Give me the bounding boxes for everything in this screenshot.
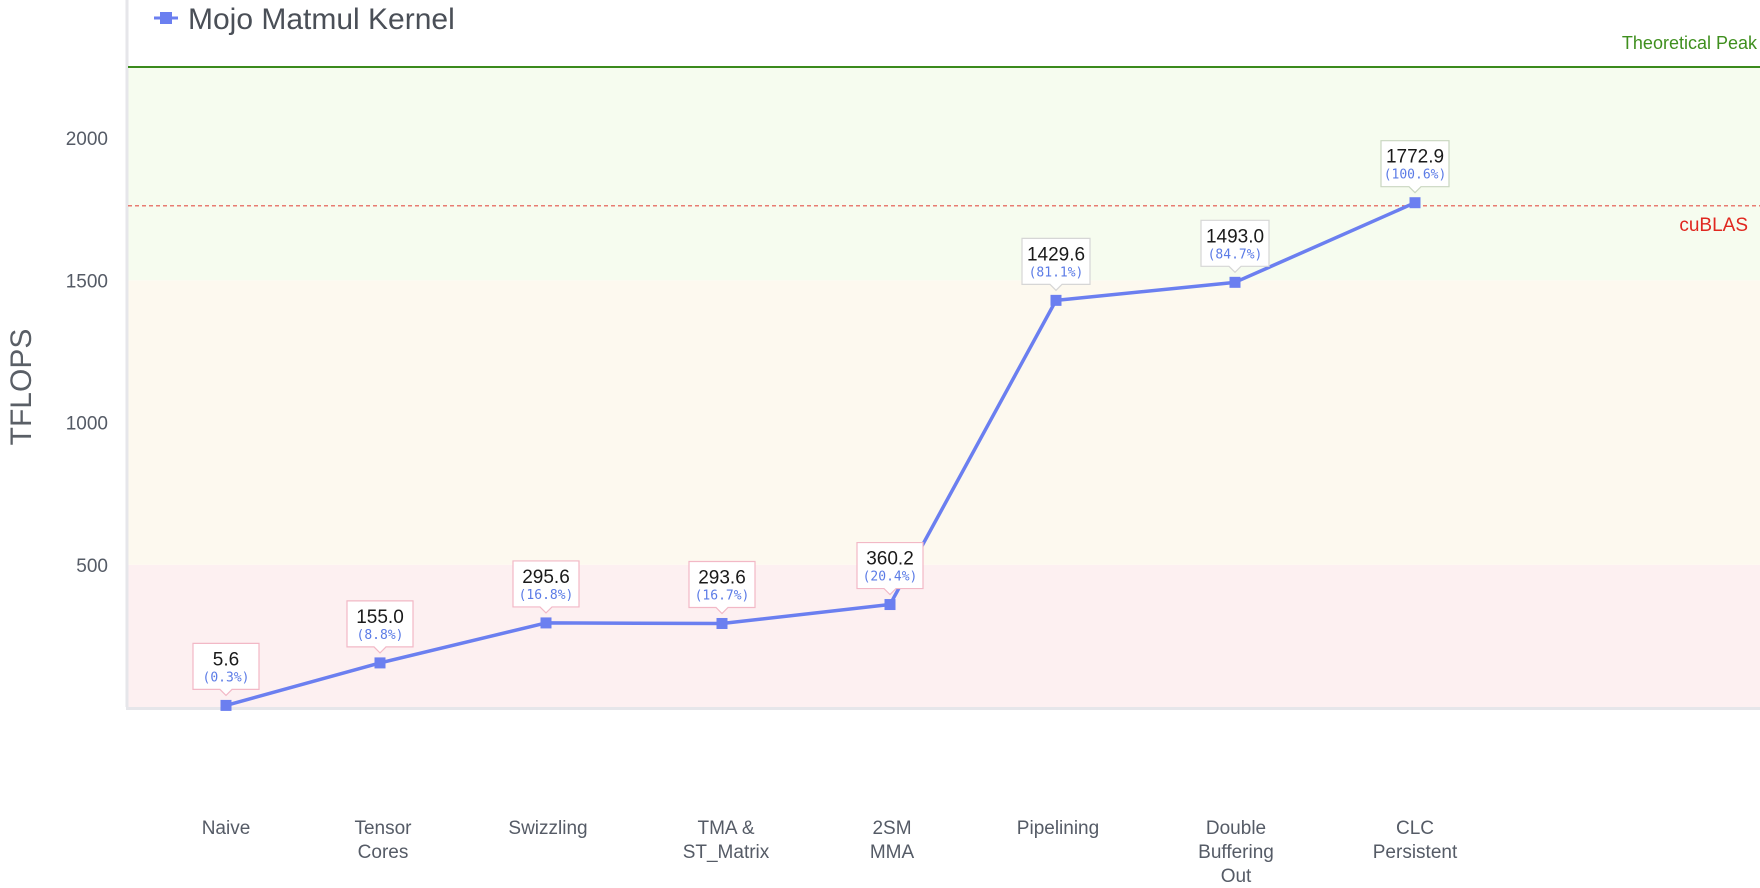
theoretical-peak-label: Theoretical Peak: [1622, 33, 1758, 53]
y-tick-label: 1500: [66, 271, 108, 292]
data-point: [220, 699, 232, 711]
legend-label: Mojo Matmul Kernel: [188, 3, 455, 36]
x-tick-label: TMA & ST_Matrix: [683, 818, 770, 863]
x-tick-label: Pipelining: [1017, 818, 1099, 839]
data-label: 155.0(8.8%): [346, 600, 414, 654]
x-tick-label: CLC Persistent: [1373, 818, 1458, 863]
data-label-value: 1772.9: [1386, 147, 1444, 168]
data-label: 295.6(16.8%): [512, 560, 580, 614]
data-point: [1409, 197, 1421, 209]
y-axis: TFLOPS 500 1000 1500 2000: [5, 129, 108, 577]
legend-square-marker: [160, 12, 172, 24]
x-tick-label: Naive: [202, 818, 251, 839]
data-label-percent: (16.8%): [519, 588, 574, 603]
data-label: 1493.0(84.7%): [1200, 219, 1270, 274]
data-label-value: 5.6: [213, 649, 239, 670]
y-axis-label: TFLOPS: [5, 329, 38, 446]
data-label-box: [1021, 237, 1091, 292]
data-point: [540, 617, 552, 629]
y-tick-label: 2000: [66, 129, 108, 150]
data-label-value: 155.0: [356, 607, 404, 628]
data-label-percent: (16.7%): [695, 588, 750, 603]
data-point: [1229, 276, 1241, 288]
y-tick-label: 500: [76, 556, 108, 577]
data-label-value: 1493.0: [1206, 226, 1264, 247]
series-line: [225, 201, 1416, 708]
data-label-box: [192, 642, 260, 697]
data-point: [1050, 294, 1062, 306]
performance-bands: [128, 67, 1760, 707]
data-label-value: 293.6: [698, 567, 746, 588]
y-tick-label: 1000: [66, 414, 108, 435]
legend: Mojo Matmul Kernel: [154, 3, 455, 36]
data-label-percent: (8.8%): [357, 628, 404, 643]
data-label-percent: (81.1%): [1029, 265, 1084, 280]
data-label-value: 1429.6: [1027, 244, 1085, 265]
data-label: 293.6(16.7%): [688, 560, 756, 615]
data-label: 5.6(0.3%): [192, 642, 260, 697]
data-label-box: [1200, 219, 1270, 274]
series-mojo-matmul-kernel: [220, 197, 1421, 711]
data-labels: 5.6(0.3%)155.0(8.8%)295.6(16.8%)293.6(16…: [192, 140, 1450, 697]
data-label-percent: (20.4%): [863, 570, 918, 585]
data-label-value: 360.2: [866, 549, 914, 570]
reference-lines: Theoretical Peak cuBLAS: [128, 33, 1760, 236]
x-axis: Naive Tensor Cores Swizzling TMA & ST_Matrix 2…: [202, 818, 1458, 887]
band-high: [128, 67, 1760, 281]
data-label-box: [1380, 140, 1450, 194]
data-point: [716, 617, 728, 629]
x-tick-label: Swizzling: [508, 818, 587, 839]
data-label: 1429.6(81.1%): [1021, 237, 1091, 292]
data-label-value: 295.6: [522, 567, 570, 588]
data-label: 360.2(20.4%): [856, 541, 924, 596]
data-label-percent: (84.7%): [1208, 247, 1263, 262]
data-label-box: [688, 560, 756, 615]
data-point: [374, 657, 386, 669]
data-label-box: [856, 541, 924, 596]
x-tick-label: 2SM MMA: [870, 818, 915, 863]
data-label-box: [512, 560, 580, 614]
data-label-percent: (0.3%): [203, 670, 250, 685]
data-label-percent: (100.6%): [1384, 168, 1447, 183]
x-tick-label: Tensor Cores: [354, 818, 412, 863]
plot-frame: [125, 0, 1760, 710]
data-point: [884, 599, 896, 611]
data-label: 1772.9(100.6%): [1380, 140, 1450, 194]
data-label-box: [346, 600, 414, 654]
x-tick-label: Double Buffering Out: [1198, 818, 1274, 887]
band-mid: [128, 280, 1760, 565]
cublas-label: cuBLAS: [1679, 215, 1748, 236]
